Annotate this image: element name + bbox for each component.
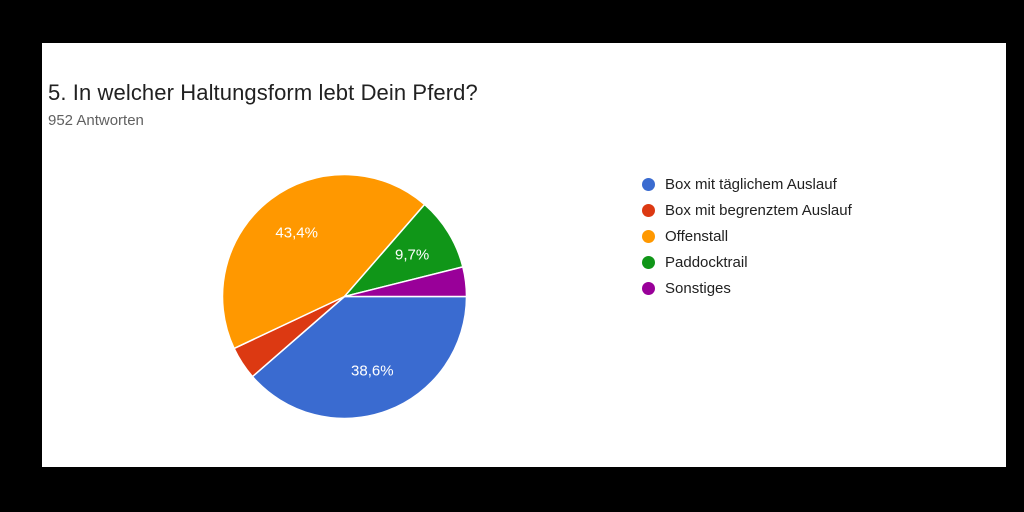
- pie-chart: 38,6% 43,4% 9,7%: [221, 173, 468, 420]
- legend-dot-icon: [642, 203, 655, 217]
- legend-item: Sonstiges: [642, 275, 852, 301]
- legend-label: Box mit begrenztem Auslauf: [665, 201, 852, 219]
- legend-dot-icon: [642, 177, 655, 191]
- pie-slice-label: 38,6%: [351, 362, 394, 379]
- legend-dot-icon: [642, 255, 655, 269]
- chart-legend: Box mit täglichem Auslauf Box mit begren…: [642, 171, 852, 301]
- legend-item: Offenstall: [642, 223, 852, 249]
- legend-item: Box mit täglichem Auslauf: [642, 171, 852, 197]
- legend-label: Offenstall: [665, 227, 729, 245]
- pie-slice-label: 43,4%: [275, 225, 318, 242]
- legend-label: Paddocktrail: [665, 253, 748, 271]
- pie-slice: [221, 173, 426, 350]
- response-count: 952 Antworten: [48, 112, 144, 129]
- chart-card: 5. In welcher Haltungsform lebt Dein Pfe…: [42, 43, 1006, 467]
- question-title: 5. In welcher Haltungsform lebt Dein Pfe…: [48, 80, 478, 105]
- pie-slice: [343, 266, 468, 298]
- legend-label: Sonstiges: [665, 279, 731, 297]
- legend-label: Box mit täglichem Auslauf: [665, 175, 837, 193]
- pie-slice-label: 9,7%: [395, 247, 429, 264]
- pie-slice: [343, 203, 464, 298]
- legend-dot-icon: [642, 281, 655, 295]
- pie-slice: [251, 295, 468, 420]
- legend-item: Box mit begrenztem Auslauf: [642, 197, 852, 223]
- legend-item: Paddocktrail: [642, 249, 852, 275]
- legend-dot-icon: [642, 229, 655, 243]
